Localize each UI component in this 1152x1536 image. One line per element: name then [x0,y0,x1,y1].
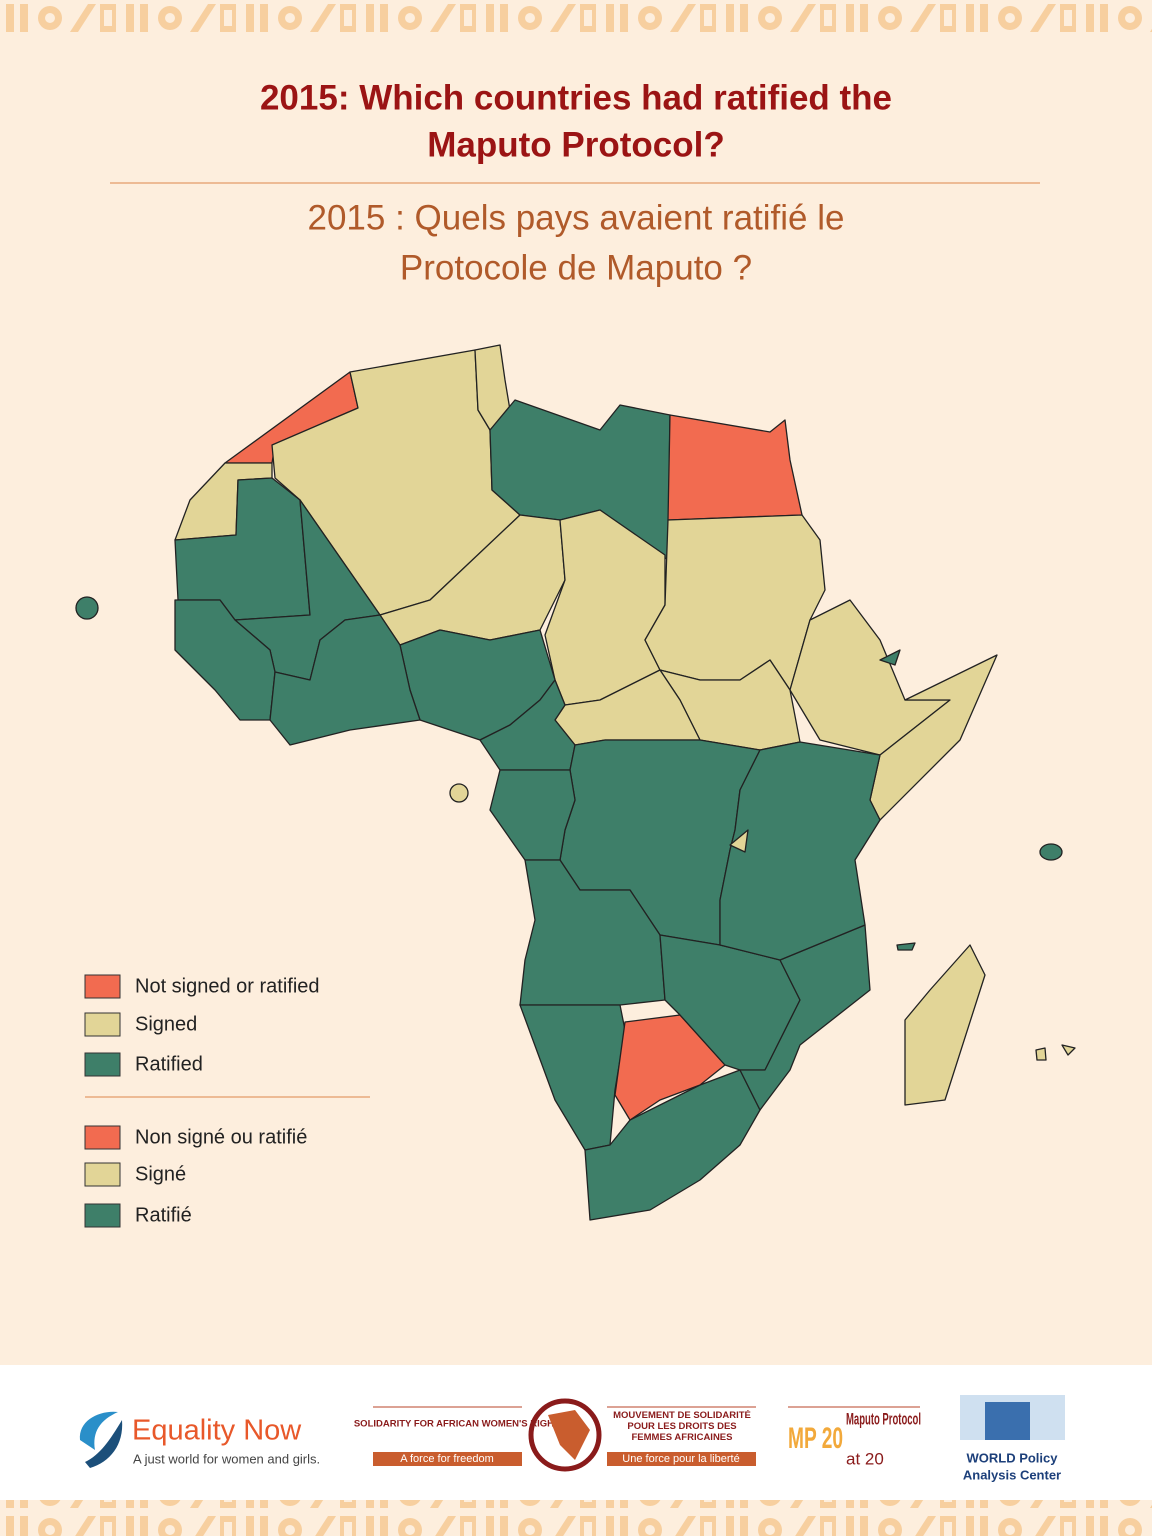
country [896,942,916,951]
country [75,596,99,620]
country [1039,843,1063,861]
logo-tagline: Une force pour la liberté [622,1453,739,1465]
mp20-logo: MP 20 Maputo Protocol at 20 [788,1406,921,1468]
country [1035,1047,1047,1061]
logo-icon [85,1420,123,1468]
legend-swatch [84,974,121,999]
top-band [0,0,1152,36]
title-fr-line: 2015 : Quels pays avaient ratifié le [308,198,845,237]
logo-tagline: A just world for women and girls. [133,1451,320,1466]
legend-swatch [84,1162,121,1187]
logo-name: MOUVEMENT DE SOLIDARITÉ POUR LES DROITS … [613,1410,751,1443]
solidarity-logo: SOLIDARITY FOR AFRICAN WOMEN'S RIGHTS A … [354,1398,756,1472]
world-logo: WORLD Policy Analysis Center [960,1395,1065,1482]
logo-name: SOLIDARITY FOR AFRICAN WOMEN'S RIGHTS [354,1419,566,1430]
bottom-band [0,1500,1152,1536]
legend-label: Non signé ou ratifié [135,1126,307,1148]
country [729,829,749,853]
country [269,614,421,746]
legend-label: Ratified [135,1053,203,1075]
country [879,649,901,666]
title-en-line: 2015: Which countries had ratified the [260,78,892,117]
country [1061,1044,1076,1056]
legend-swatch [84,1203,121,1228]
tag-box [373,1452,522,1466]
logo-name-box: MOUVEMENT DE SOLIDARITÉ POUR LES DROITS … [613,1410,751,1443]
legend-label: Signed [135,1013,197,1035]
logo-name: WORLD Policy [966,1450,1058,1465]
equality-now-logo: Equality Now A just world for women and … [79,1411,320,1468]
logo-sub: at 20 [846,1449,884,1468]
country [449,783,469,803]
country [904,944,986,1106]
legend-swatch [84,1052,121,1077]
legend-swatch [84,1012,121,1037]
country [519,1004,626,1151]
legend-swatch [84,1125,121,1150]
tag-box [607,1452,756,1466]
logo-name: Equality Now [132,1415,302,1447]
legend-label: Ratifié [135,1204,192,1226]
legend-label: Signé [135,1163,186,1185]
title-en-line: Maputo Protocol? [427,125,724,164]
country [667,414,803,521]
logo-sub: Analysis Center [963,1467,1061,1482]
logo-name: Maputo Protocol [846,1409,921,1428]
logo-ring [528,1398,602,1472]
country [719,741,881,961]
legend-label: Not signed or ratified [135,975,320,997]
country [739,924,871,1111]
logo-tagline: A force for freedom [400,1453,494,1465]
legend: Not signed or ratified Signed Ratified N… [84,974,370,1228]
logo-africa [548,1410,590,1460]
title-fr-line: Protocole de Maputo ? [400,248,752,287]
logo-people [985,1402,1030,1440]
logo-mark: MP 20 [788,1422,843,1455]
country [489,769,576,861]
logo-icon [79,1411,118,1450]
africa-map [75,344,1076,1221]
